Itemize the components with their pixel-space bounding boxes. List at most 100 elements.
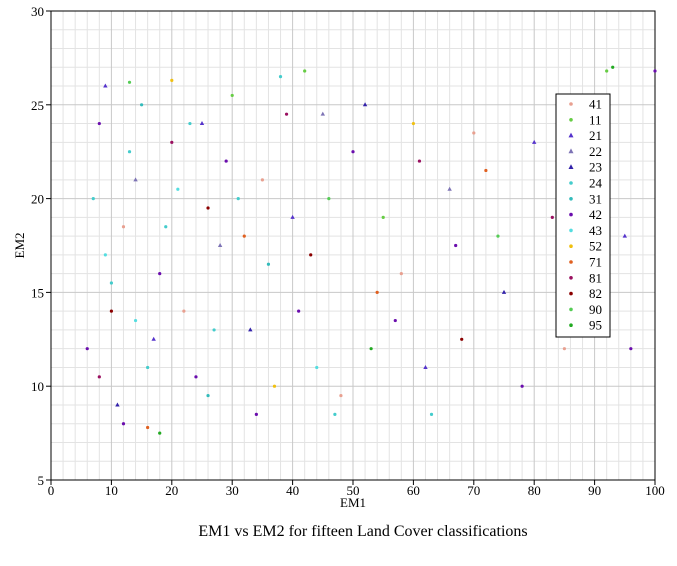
data-point (629, 347, 633, 351)
data-point (520, 384, 524, 388)
y-tick-label: 30 (31, 4, 44, 19)
legend-label: 42 (589, 207, 602, 222)
data-point (496, 234, 500, 238)
data-point (278, 75, 283, 79)
data-point (550, 215, 554, 219)
x-tick-label: 40 (286, 483, 299, 498)
legend-marker (569, 212, 573, 217)
y-tick-label: 5 (38, 473, 45, 488)
data-point (199, 121, 205, 126)
data-point (217, 243, 223, 247)
data-point (170, 78, 174, 83)
x-tick-label: 50 (347, 483, 360, 498)
legend-marker (569, 197, 573, 201)
data-point (333, 412, 337, 416)
legend-marker (569, 291, 573, 296)
data-point (653, 69, 657, 73)
data-point (447, 186, 452, 191)
data-point (170, 140, 174, 144)
data-point (85, 347, 89, 351)
legend-label: 22 (589, 144, 602, 159)
data-point (248, 327, 253, 332)
data-point (472, 131, 476, 135)
data-point (339, 393, 343, 398)
legend-marker (568, 132, 574, 138)
data-point (429, 412, 434, 416)
data-point (284, 112, 289, 116)
data-point (164, 225, 168, 229)
data-point (127, 80, 132, 84)
legend-label: 90 (589, 302, 602, 317)
data-point (622, 233, 627, 238)
data-point (315, 365, 319, 370)
data-point (151, 336, 156, 341)
data-point (176, 187, 180, 191)
legend-box (555, 93, 611, 338)
data-point (224, 159, 228, 163)
data-point (158, 272, 162, 276)
data-point (381, 215, 385, 219)
data-point (399, 272, 403, 276)
data-point (454, 243, 458, 248)
data-point (309, 253, 313, 257)
data-point (146, 425, 150, 430)
data-point (109, 281, 113, 285)
legend-marker (569, 181, 573, 185)
data-point (109, 309, 113, 313)
legend-label: 21 (589, 128, 602, 143)
data-point (272, 384, 277, 388)
data-point (562, 347, 567, 351)
data-point (484, 168, 488, 173)
data-point (121, 422, 126, 426)
data-point (423, 364, 428, 369)
legend-marker (568, 148, 574, 154)
data-point (103, 83, 108, 88)
legend-marker (569, 276, 573, 280)
y-tick-label: 20 (31, 192, 44, 207)
data-point (460, 337, 464, 341)
data-point (158, 431, 162, 435)
x-tick-label: 20 (165, 483, 178, 498)
data-point (133, 177, 138, 182)
y-tick-label: 15 (31, 285, 44, 300)
data-point (320, 111, 325, 116)
legend-label: 43 (589, 223, 602, 238)
legend-marker (569, 244, 573, 248)
data-point (605, 69, 609, 73)
data-point (115, 402, 120, 407)
x-tick-label: 0 (48, 483, 55, 498)
data-point (611, 65, 615, 69)
data-point (375, 290, 379, 294)
data-point (182, 309, 186, 313)
data-point (188, 121, 192, 126)
x-tick-label: 90 (588, 483, 601, 498)
data-point (97, 121, 101, 126)
data-point (121, 225, 126, 229)
legend-label: 31 (589, 191, 602, 206)
data-point (532, 139, 537, 144)
data-point (501, 289, 507, 294)
x-tick-label: 10 (105, 483, 118, 498)
legend-label: 81 (589, 270, 602, 285)
data-point (297, 309, 301, 313)
x-axis-title: EM1 (340, 495, 366, 510)
data-point (242, 234, 246, 238)
legend-label: 23 (589, 160, 602, 175)
legend-label: 52 (589, 239, 602, 254)
data-point (206, 206, 210, 210)
data-point (140, 103, 144, 107)
legend-label: 11 (589, 112, 602, 127)
legend-label: 24 (589, 176, 603, 191)
data-point (417, 159, 422, 163)
data-point (327, 197, 331, 201)
x-tick-label: 70 (467, 483, 480, 498)
legend-label: 82 (589, 286, 602, 301)
data-point (290, 214, 295, 219)
x-tick-label: 60 (407, 483, 420, 498)
data-point (206, 393, 210, 398)
x-tick-label: 30 (226, 483, 239, 498)
legend-marker (569, 260, 573, 264)
data-point (266, 262, 271, 266)
